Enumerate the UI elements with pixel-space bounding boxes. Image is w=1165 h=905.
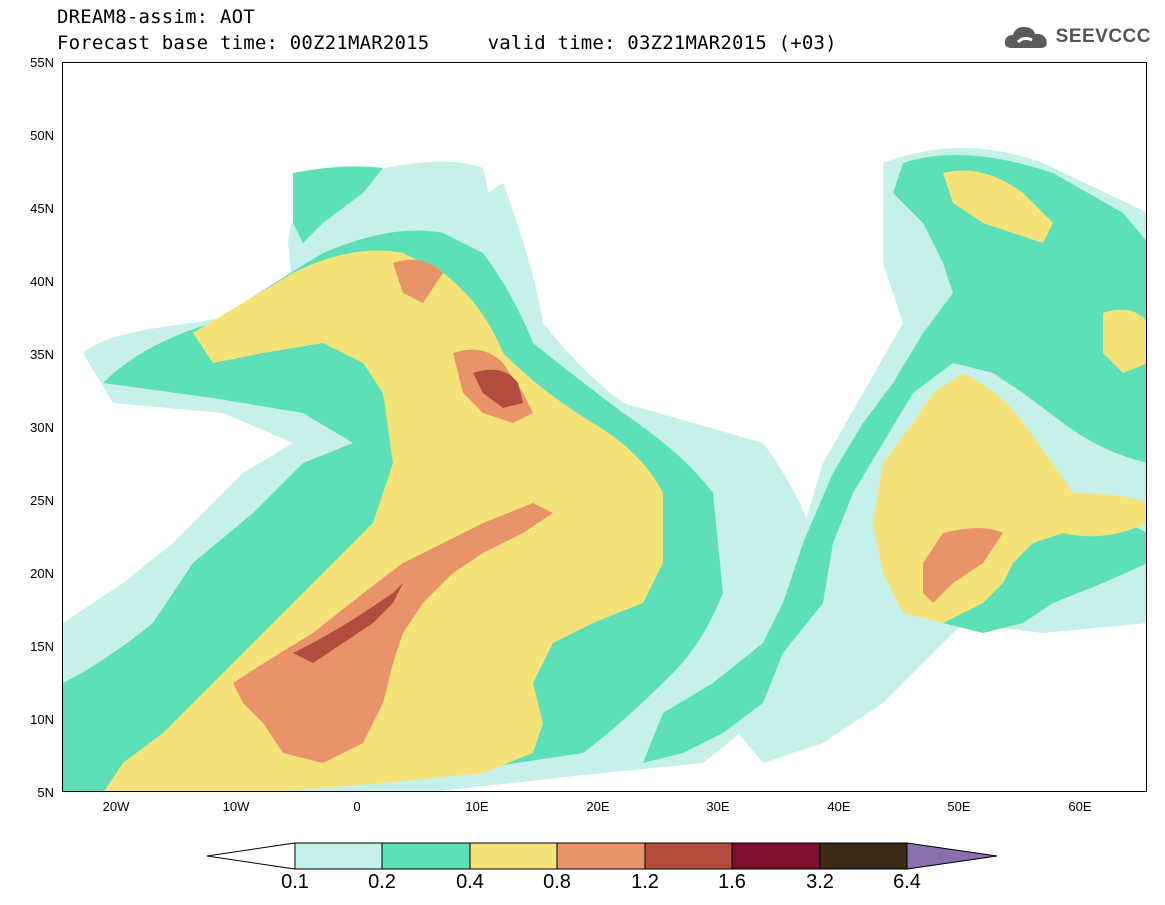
lon-label-20e: 20E bbox=[586, 799, 610, 814]
lon-label-60e: 60E bbox=[1068, 799, 1092, 814]
lat-label-25n: 25N bbox=[30, 493, 54, 508]
lon-label-10w: 10W bbox=[222, 799, 250, 814]
aot-field bbox=[63, 148, 1146, 791]
colorbar-label-0.8: 0.8 bbox=[543, 871, 571, 893]
lat-label-45n: 45N bbox=[30, 201, 54, 216]
logo-text: SEEVCCC bbox=[1055, 26, 1151, 47]
colorbar-label-1.2: 1.2 bbox=[631, 871, 659, 893]
lat-label-55n: 55N bbox=[30, 55, 54, 70]
lon-label-10e: 10E bbox=[465, 799, 489, 814]
figure-title: DREAM8-assim: AOT bbox=[57, 6, 255, 28]
colorbar-label-0.4: 0.4 bbox=[456, 871, 484, 893]
colorbar-label-6.4: 6.4 bbox=[893, 871, 921, 893]
lat-label-10n: 10N bbox=[30, 712, 54, 727]
colorbar-label-0.2: 0.2 bbox=[368, 871, 396, 893]
colorbar-label-1.6: 1.6 bbox=[718, 871, 746, 893]
lat-label-40n: 40N bbox=[30, 274, 54, 289]
lat-label-15n: 15N bbox=[30, 639, 54, 654]
cloud-icon bbox=[1004, 27, 1047, 48]
lat-label-20n: 20N bbox=[30, 566, 54, 581]
aot-map bbox=[62, 62, 1147, 792]
lat-label-30n: 30N bbox=[30, 420, 54, 435]
colorbar-label-0.1: 0.1 bbox=[281, 871, 309, 893]
lon-label-0: 0 bbox=[353, 799, 361, 814]
aot-band-1.2-1.6 bbox=[293, 369, 523, 663]
colorbar bbox=[206, 842, 999, 874]
figure-subtitle: Forecast base time: 00Z21MAR2015 valid t… bbox=[57, 32, 837, 54]
lon-label-40e: 40E bbox=[827, 799, 851, 814]
lon-label-50e: 50E bbox=[947, 799, 971, 814]
lat-label-50n: 50N bbox=[30, 128, 54, 143]
lat-label-35n: 35N bbox=[30, 347, 54, 362]
colorbar-swatches bbox=[206, 842, 998, 870]
lon-label-20w: 20W bbox=[102, 799, 130, 814]
lat-label-5n: 5N bbox=[37, 785, 54, 800]
colorbar-label-3.2: 3.2 bbox=[806, 871, 834, 893]
seevccc-logo: SEEVCCC bbox=[1002, 22, 1151, 52]
lon-label-30e: 30E bbox=[706, 799, 730, 814]
